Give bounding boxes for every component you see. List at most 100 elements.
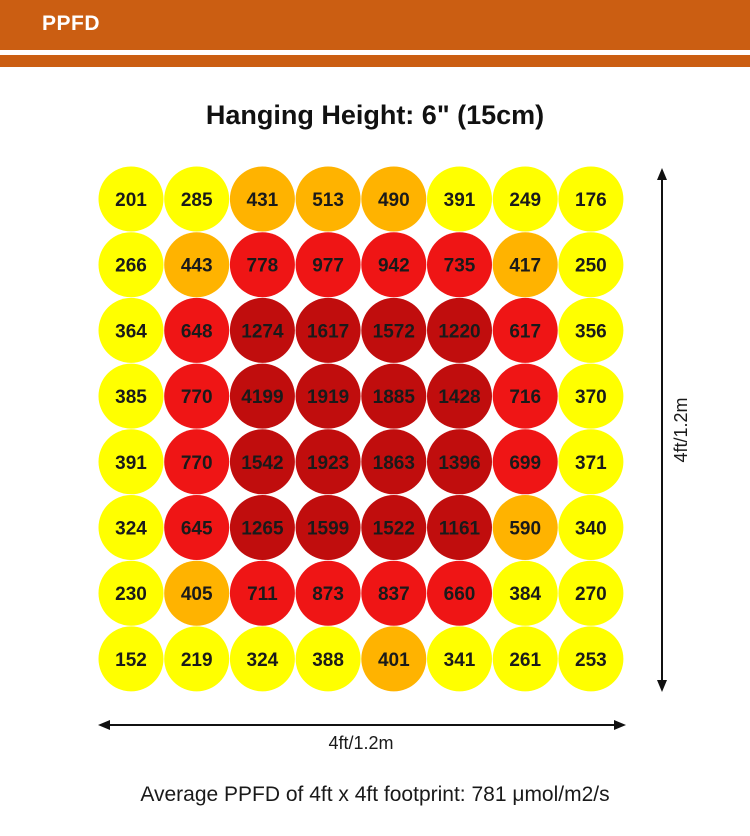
- heatmap-cell: [492, 495, 558, 560]
- heatmap-cell-value: 711: [247, 584, 278, 605]
- heatmap-cell-value: 176: [575, 190, 607, 211]
- heatmap-cell-value: 1599: [307, 519, 349, 540]
- heatmap-cell-value: 201: [115, 190, 147, 211]
- heatmap-cell: [361, 232, 427, 298]
- heatmap-cell: [492, 297, 558, 363]
- heatmap-cell: [295, 626, 361, 692]
- heatmap-cell-value: 356: [575, 321, 607, 342]
- heatmap-cell-value: 660: [444, 584, 476, 605]
- heatmap-cell: [361, 166, 427, 232]
- heatmap-cell-value: 617: [509, 321, 541, 342]
- heatmap-cell: [229, 560, 295, 626]
- heatmap-cell-value: 837: [378, 584, 410, 605]
- heatmap-cell: [558, 166, 624, 232]
- heatmap-cell-value: 770: [181, 453, 213, 474]
- heatmap-cell: [295, 495, 361, 560]
- heatmap-cell-value: 370: [575, 387, 607, 408]
- heatmap-cell: [98, 297, 164, 363]
- heatmap-cell-value: 4199: [241, 387, 283, 408]
- heatmap-cell-value: 735: [444, 256, 476, 277]
- heatmap-cell-value: 1220: [438, 321, 480, 342]
- heatmap-cell: [229, 495, 295, 560]
- heatmap-cell: [492, 560, 558, 626]
- heatmap-cell-value: 1919: [307, 387, 349, 408]
- heatmap-cell-value: 388: [312, 650, 344, 671]
- heatmap-cell: [558, 495, 624, 560]
- heatmap-cell: [98, 166, 164, 232]
- heatmap-cell-value: 1161: [439, 519, 481, 540]
- heatmap-cell-value: 716: [509, 387, 541, 408]
- heatmap-cell: [427, 495, 492, 560]
- heatmap-cell: [558, 429, 624, 495]
- heatmap-cell-value: 1274: [241, 321, 284, 342]
- heatmap-cell-value: 1923: [307, 453, 349, 474]
- heatmap-cell-value: 1885: [373, 387, 416, 408]
- heatmap-cell-value: 364: [115, 321, 147, 342]
- heatmap-cell-value: 770: [181, 387, 213, 408]
- heatmap-cell: [558, 560, 624, 626]
- heatmap-cell: [164, 429, 230, 495]
- chart-title: Hanging Height: 6" (15cm): [205, 100, 545, 130]
- heatmap-cell: [558, 363, 624, 429]
- heatmap-cell: [361, 429, 427, 495]
- heatmap-cell-value: 152: [115, 650, 147, 671]
- x-axis-label: 4ft/1.2m: [328, 733, 393, 753]
- heatmap-cell: [427, 166, 492, 232]
- heatmap-cell-value: 261: [509, 650, 541, 671]
- heatmap-cell: [164, 232, 230, 298]
- heatmap-cell: [427, 626, 492, 692]
- heatmap-cell: [427, 429, 492, 495]
- heatmap-cell-value: 942: [378, 256, 410, 277]
- heatmap-cell-value: 1522: [373, 519, 415, 540]
- heatmap-cell: [164, 166, 230, 232]
- heatmap-cell-value: 391: [115, 453, 147, 474]
- heatmap-cell: [164, 297, 230, 363]
- heatmap-cell: [98, 560, 164, 626]
- heatmap-cell-value: 230: [115, 584, 147, 605]
- heatmap-cell: [229, 363, 295, 429]
- heatmap-cell: [492, 166, 558, 232]
- header-title: PPFD: [42, 12, 101, 35]
- heatmap-cell: [361, 626, 427, 692]
- heatmap-cell-value: 1542: [241, 453, 283, 474]
- heatmap-cell-value: 417: [509, 256, 541, 277]
- heatmap-cell: [492, 626, 558, 692]
- heatmap-cell: [98, 429, 164, 495]
- heatmap-cell-value: 645: [181, 519, 213, 540]
- heatmap-cell: [164, 363, 230, 429]
- heatmap-cell-value: 648: [181, 321, 213, 342]
- heatmap-cell: [492, 363, 558, 429]
- heatmap-cell-value: 699: [509, 453, 541, 474]
- heatmap-cell-value: 431: [247, 190, 279, 211]
- heatmap-cell: [361, 560, 427, 626]
- heatmap-cell-value: 253: [575, 650, 607, 671]
- heatmap-cell: [295, 363, 361, 429]
- heatmap-cell: [229, 626, 295, 692]
- heatmap-cell: [427, 297, 492, 363]
- heatmap-cell-value: 1617: [307, 321, 349, 342]
- y-axis-label: 4ft/1.2m: [671, 397, 691, 462]
- heatmap-cell: [295, 232, 361, 298]
- heatmap-cell: [492, 232, 558, 298]
- heatmap-cell-value: 219: [181, 650, 213, 671]
- heatmap-cell: [98, 232, 164, 298]
- heatmap-cell: [361, 363, 427, 429]
- heatmap-cell: [295, 429, 361, 495]
- header-stripe: [0, 55, 750, 67]
- heatmap-cell-value: 1572: [373, 321, 415, 342]
- heatmap-cell-value: 778: [247, 256, 279, 277]
- average-ppfd-note: Average PPFD of 4ft x 4ft footprint: 781…: [140, 783, 610, 806]
- heatmap-cell: [98, 495, 164, 560]
- heatmap-cell: [558, 626, 624, 692]
- heatmap-cell-value: 340: [575, 519, 607, 540]
- heatmap-cell-value: 385: [115, 387, 147, 408]
- heatmap-cell: [229, 166, 295, 232]
- heatmap-cell: [295, 166, 361, 232]
- heatmap-cell: [98, 626, 164, 692]
- heatmap-cell: [295, 297, 361, 363]
- heatmap-cell: [229, 297, 295, 363]
- heatmap-cell-value: 1863: [373, 453, 415, 474]
- heatmap-cell-value: 391: [444, 190, 476, 211]
- heatmap-cell-value: 405: [181, 584, 213, 605]
- heatmap-cell-value: 977: [312, 256, 344, 277]
